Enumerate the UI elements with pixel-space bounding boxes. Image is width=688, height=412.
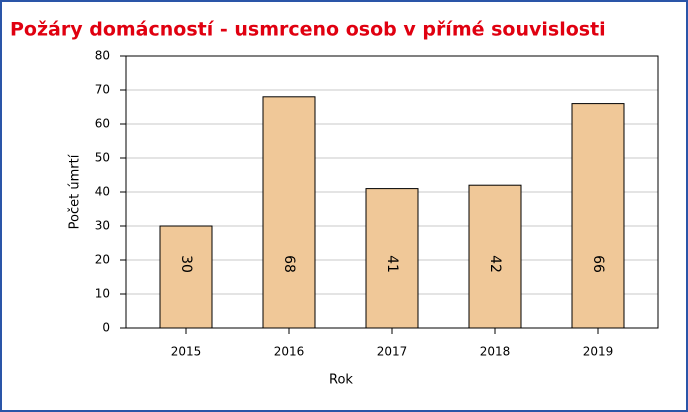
data-label: 42: [487, 255, 503, 273]
data-label: 68: [281, 255, 297, 273]
y-tick-label: 40: [95, 185, 110, 199]
y-tick-label: 50: [95, 151, 110, 165]
y-tick-label: 0: [102, 321, 110, 335]
y-tick-label: 80: [95, 49, 110, 63]
bar: [468, 184, 522, 329]
x-tick-label: 2015: [171, 345, 202, 359]
bar: [262, 96, 316, 329]
y-tick-label: 70: [95, 83, 110, 97]
x-axis-label: Rok: [329, 373, 353, 388]
data-label: 66: [590, 255, 606, 273]
x-tick-label: 2018: [480, 345, 511, 359]
data-label: 41: [384, 255, 400, 273]
data-label: 30: [178, 255, 194, 273]
chart-title: Požáry domácností - usmrceno osob v přím…: [10, 19, 606, 41]
bar: [571, 103, 625, 329]
bar: [365, 188, 419, 329]
x-tick-label: 2016: [274, 345, 305, 359]
x-tick-label: 2017: [377, 345, 408, 359]
y-tick-label: 10: [95, 287, 110, 301]
y-tick-label: 60: [95, 117, 110, 131]
x-tick-label: 2019: [583, 345, 614, 359]
y-axis-label: Počet úmrtí: [68, 154, 83, 229]
y-tick-label: 30: [95, 219, 110, 233]
bar: [159, 225, 213, 329]
y-tick-label: 20: [95, 253, 110, 267]
